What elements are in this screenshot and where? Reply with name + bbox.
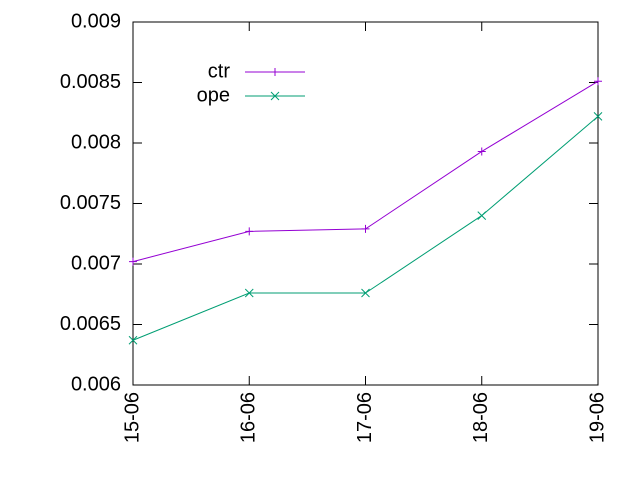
point bbox=[245, 227, 254, 236]
legend-label: ctr bbox=[208, 60, 231, 82]
legend-marker bbox=[270, 91, 280, 101]
point bbox=[594, 77, 602, 86]
x-tick-label: 18-06 bbox=[470, 392, 492, 443]
x-tick-label: 15-06 bbox=[121, 392, 143, 443]
legend-marker bbox=[271, 68, 279, 76]
point bbox=[128, 335, 138, 345]
y-tick-label: 0.0075 bbox=[60, 192, 121, 214]
y-tick-label: 0.008 bbox=[71, 131, 121, 153]
point bbox=[361, 288, 370, 298]
point bbox=[244, 288, 254, 298]
point bbox=[477, 147, 486, 156]
point bbox=[593, 112, 603, 121]
y-tick-label: 0.007 bbox=[71, 252, 121, 274]
x-tick-label: 16-06 bbox=[238, 392, 260, 443]
line bbox=[132, 80, 599, 263]
point bbox=[477, 211, 487, 220]
y-tick-label: 0.0085 bbox=[60, 71, 121, 93]
x-tick-label: 19-06 bbox=[586, 392, 608, 443]
y-tick-label: 0.009 bbox=[71, 10, 121, 32]
point bbox=[361, 224, 370, 233]
legend-label: ope bbox=[197, 84, 230, 106]
x-tick-label: 17-06 bbox=[354, 392, 376, 443]
plot-frame bbox=[132, 21, 599, 386]
point bbox=[129, 257, 137, 266]
y-tick-label: 0.0065 bbox=[60, 313, 121, 335]
y-tick-label: 0.006 bbox=[71, 373, 121, 395]
